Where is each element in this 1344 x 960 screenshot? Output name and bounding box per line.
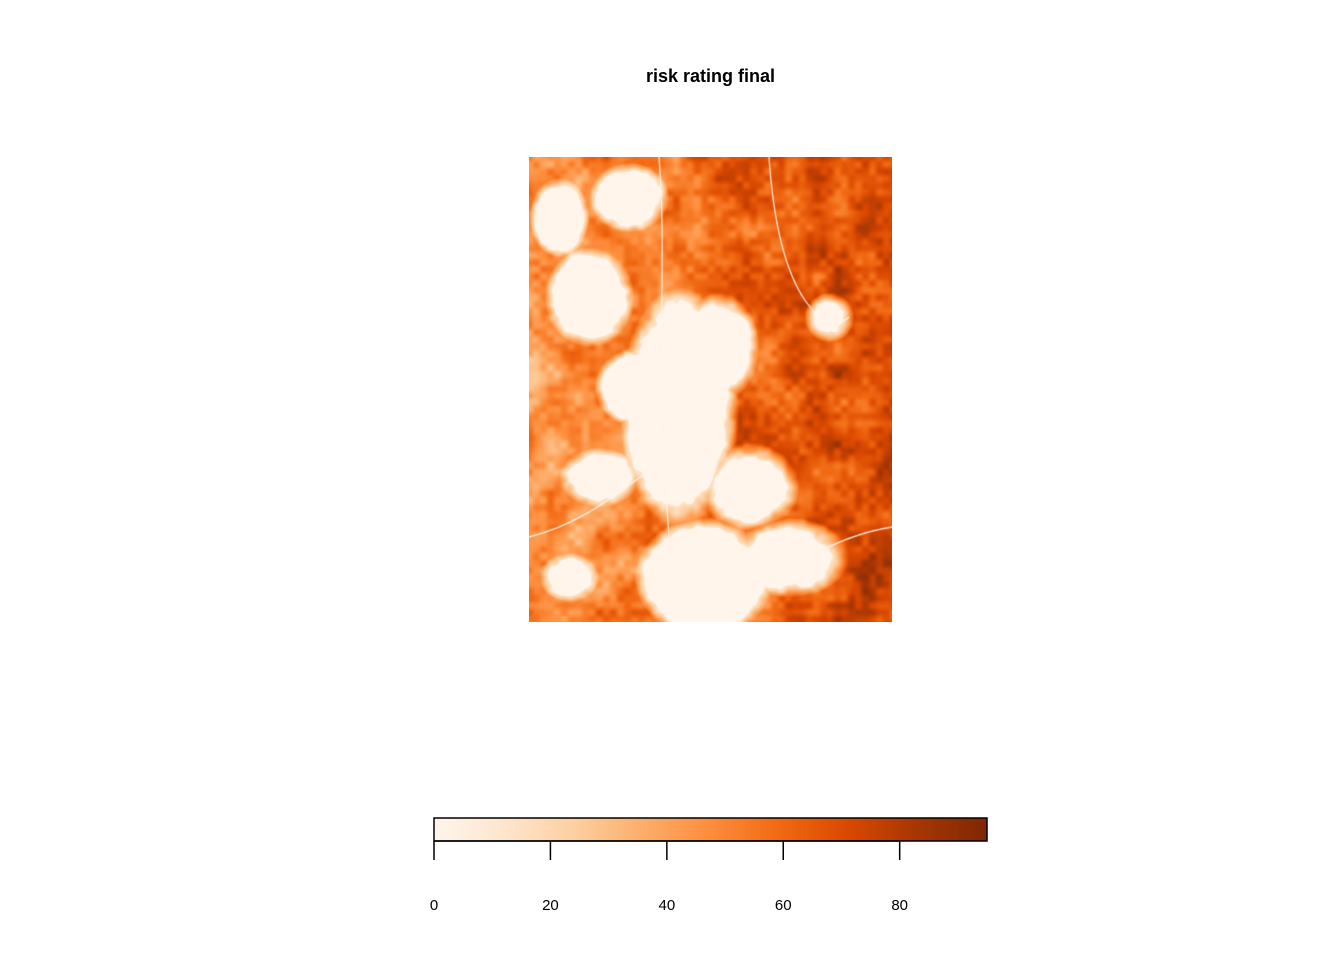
risk-raster-map <box>529 157 892 622</box>
legend-tick-label: 20 <box>542 897 559 914</box>
legend-tick-label: 60 <box>775 897 792 914</box>
legend-axis: 0 20 40 60 80 <box>430 840 908 914</box>
legend-tick-label: 0 <box>430 897 438 914</box>
legend-color-bar <box>433 817 988 842</box>
legend-tick-label: 80 <box>891 897 908 914</box>
plot-title: risk rating final <box>645 66 776 86</box>
risk-raster-canvas <box>529 157 892 622</box>
legend-tick-label: 40 <box>658 897 675 914</box>
